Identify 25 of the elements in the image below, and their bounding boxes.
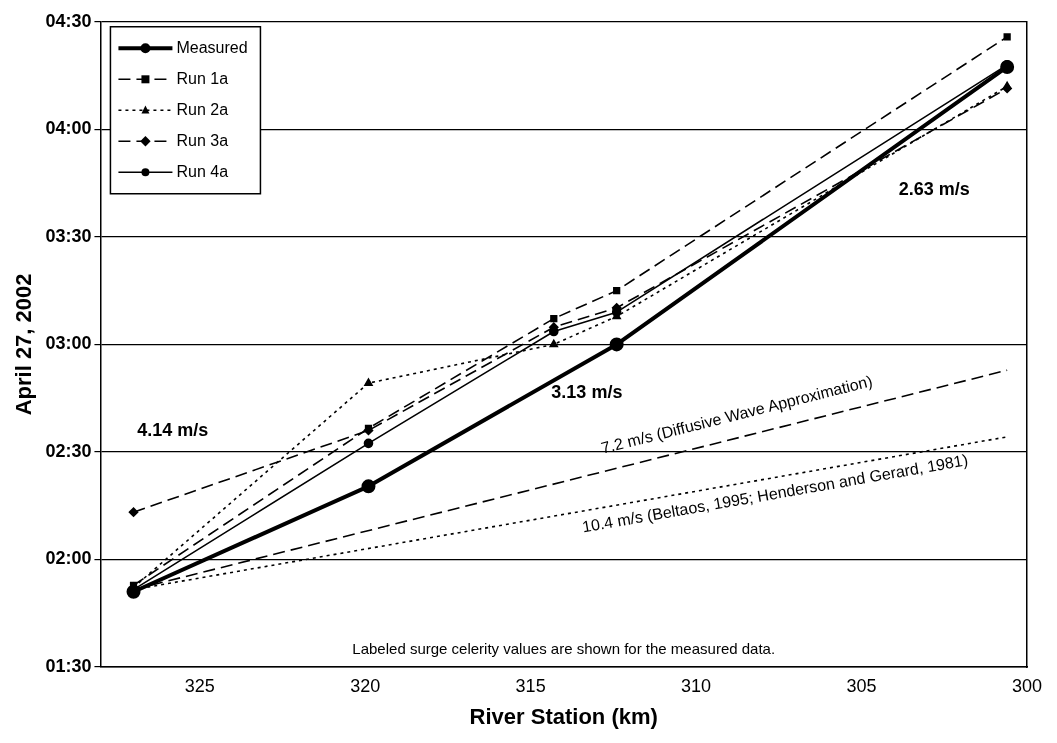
legend-label: Measured bbox=[176, 38, 248, 56]
y-tick-label: 01:30 bbox=[45, 655, 92, 676]
y-tick-label: 02:00 bbox=[45, 548, 92, 569]
y-tick-label: 03:00 bbox=[45, 333, 92, 354]
legend-label: Run 2a bbox=[176, 100, 229, 118]
x-tick-label: 315 bbox=[515, 675, 546, 696]
x-tick-label: 310 bbox=[681, 675, 712, 696]
y-tick-label: 04:30 bbox=[45, 10, 92, 31]
annotation: 3.13 m/s bbox=[551, 381, 623, 402]
y-tick-label: 03:30 bbox=[45, 225, 92, 246]
x-tick-label: 325 bbox=[184, 675, 215, 696]
x-tick-label: 320 bbox=[350, 675, 381, 696]
annotation: 4.14 m/s bbox=[137, 420, 209, 441]
y-axis-title: April 27, 2002 bbox=[11, 273, 37, 416]
x-tick-label: 300 bbox=[1011, 675, 1043, 696]
legend-label: Run 3a bbox=[176, 131, 229, 149]
legend-label: Run 4a bbox=[176, 162, 229, 180]
x-axis-title: River Station (km) bbox=[469, 703, 658, 729]
x-tick-label: 305 bbox=[846, 675, 877, 696]
y-tick-label: 04:00 bbox=[45, 118, 92, 139]
legend-label: Run 1a bbox=[176, 69, 229, 87]
y-tick-label: 02:30 bbox=[45, 440, 92, 461]
annotation: 10.4 m/s (Beltaos, 1995; Henderson and Gerard, 1981) bbox=[580, 451, 970, 536]
annotation: Labeled surge celerity values are shown for the measured data. bbox=[352, 639, 776, 657]
annotation: 2.63 m/s bbox=[898, 178, 970, 199]
